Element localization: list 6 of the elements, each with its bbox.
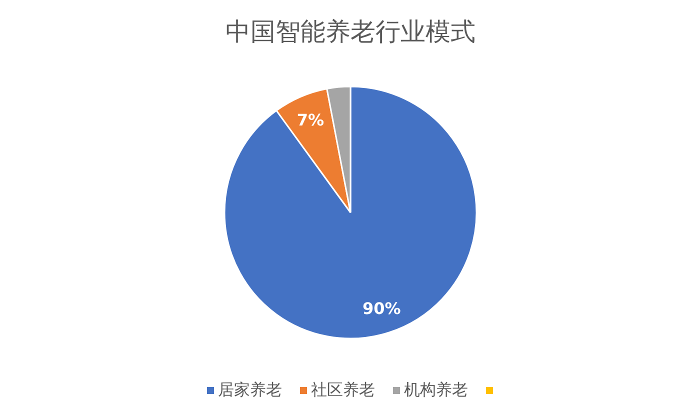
chart-title: 中国智能养老行业模式 (226, 17, 476, 46)
legend-label: 社区养老 (311, 379, 375, 402)
data-label: 7% (296, 110, 324, 130)
data-label: 90% (362, 298, 401, 318)
legend-label: 机构养老 (404, 379, 468, 402)
legend-label: 居家养老 (218, 379, 282, 402)
